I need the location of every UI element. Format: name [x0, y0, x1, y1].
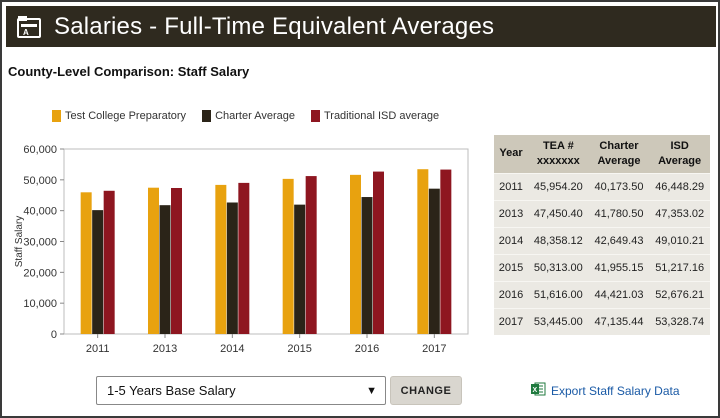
table-cell: 53,328.74	[649, 307, 710, 335]
bar-charter	[361, 197, 373, 334]
table-cell: 48,358.12	[528, 226, 589, 254]
table-cell: 47,450.40	[528, 199, 589, 227]
table-cell: 46,448.29	[649, 172, 710, 200]
page-header: A Salaries - Full-Time Equivalent Averag…	[6, 6, 716, 47]
table-cell: 2014	[494, 226, 528, 254]
bar-isd	[238, 182, 250, 334]
salary-type-select[interactable]: 1-5 Years Base Salary ▼	[96, 376, 386, 405]
x-tick-label: 2016	[355, 343, 379, 355]
table-cell: 51,616.00	[528, 280, 589, 308]
table-cell: 41,955.15	[588, 253, 650, 281]
col-header-year: Year	[494, 135, 528, 173]
bar-isd	[171, 187, 182, 334]
y-tick-label: 0	[51, 329, 57, 341]
table-cell: 45,954.20	[528, 172, 589, 200]
table-cell: 2017	[494, 307, 528, 335]
bar-isd	[440, 169, 452, 334]
export-link[interactable]: X Export Staff Salary Data	[530, 381, 680, 400]
table-cell: 47,353.02	[649, 199, 710, 227]
bar-test	[417, 169, 429, 334]
x-tick-label: 2014	[220, 343, 244, 355]
table-cell: 2011	[494, 172, 528, 200]
table-cell: 44,421.03	[588, 280, 650, 308]
table-cell: 40,173.50	[588, 172, 650, 200]
dropdown-arrow-icon[interactable]: ▼	[366, 384, 377, 397]
y-tick-label: 30,000	[23, 237, 57, 249]
legend-item-isd[interactable]: Traditional ISD average	[310, 110, 440, 122]
legend-label-test: Test College Preparatory	[65, 110, 187, 122]
table-cell: 53,445.00	[528, 307, 589, 335]
table-cell: 49,010.21	[649, 226, 710, 254]
report-icon: A	[16, 14, 42, 40]
chart-legend: Test College Preparatory Charter Average…	[52, 110, 455, 122]
excel-icon: X	[530, 381, 546, 400]
x-tick-label: 2011	[86, 343, 110, 355]
table-cell: 50,313.00	[528, 253, 589, 281]
table-cell: 42,649.43	[588, 226, 650, 254]
salary-table: Year TEA # xxxxxxx Charter Average ISD Aver…	[494, 135, 710, 335]
legend-label-isd: Traditional ISD average	[323, 110, 440, 122]
col-header-tea: TEA # xxxxxxx	[528, 135, 589, 173]
table-cell: 47,135.44	[588, 307, 650, 335]
table-row: 2013 47,450.40 41,780.50 47,353.02	[494, 199, 710, 227]
table-cell: 2016	[494, 280, 528, 308]
change-button[interactable]: CHANGE	[390, 376, 462, 405]
bar-charter	[294, 204, 306, 334]
bar-test	[148, 187, 159, 334]
x-tick-label: 2013	[153, 343, 177, 355]
legend-swatch-charter	[202, 110, 212, 122]
table-cell: 51,217.16	[649, 253, 710, 281]
select-value: 1-5 Years Base Salary	[107, 383, 236, 398]
legend-label-charter: Charter Average	[215, 110, 295, 122]
svg-text:X: X	[533, 387, 538, 394]
y-tick-label: 50,000	[23, 175, 57, 187]
bar-charter	[428, 188, 440, 334]
export-label: Export Staff Salary Data	[551, 383, 680, 398]
svg-text:A: A	[23, 28, 29, 37]
table-cell: 2015	[494, 253, 528, 281]
col-header-isd: ISD Average	[649, 135, 710, 173]
y-tick-label: 60,000	[23, 144, 57, 156]
y-tick-label: 20,000	[23, 267, 57, 279]
legend-item-test[interactable]: Test College Preparatory	[52, 110, 186, 122]
legend-item-charter[interactable]: Charter Average	[202, 110, 295, 122]
legend-swatch-isd	[310, 110, 320, 122]
table-cell: 2013	[494, 199, 528, 227]
table-row: 2016 51,616.00 44,421.03 52,676.21	[494, 280, 710, 308]
bar-isd	[305, 176, 317, 334]
section-subtitle: County-Level Comparison: Staff Salary	[8, 64, 250, 79]
bar-isd	[103, 190, 115, 334]
bar-test	[350, 174, 361, 334]
table-row: 2014 48,358.12 42,649.43 49,010.21	[494, 226, 710, 254]
bar-test	[282, 178, 294, 334]
table-header-row: Year TEA # xxxxxxx Charter Average ISD Aver…	[494, 135, 710, 173]
legend-swatch-test	[52, 110, 61, 122]
plot-frame	[63, 148, 469, 335]
controls-bar: 1-5 Years Base Salary ▼ CHANGE	[96, 376, 462, 405]
page-title: Salaries - Full-Time Equivalent Averages	[54, 12, 495, 40]
col-header-charter: Charter Average	[588, 135, 650, 173]
bar-test	[215, 184, 227, 334]
y-tick-label: 10,000	[23, 298, 57, 310]
table-row: 2017 53,445.00 47,135.44 53,328.74	[494, 307, 710, 335]
bar-charter	[92, 210, 104, 334]
table-row: 2015 50,313.00 41,955.15 51,217.16	[494, 253, 710, 281]
x-tick-label: 2015	[287, 343, 311, 355]
bar-charter	[159, 205, 171, 334]
bar-isd	[373, 171, 384, 334]
y-tick-label: 40,000	[23, 206, 57, 218]
y-axis-label: Staff Salary	[14, 216, 25, 268]
table-cell: 41,780.50	[588, 199, 650, 227]
table-cell: 52,676.21	[649, 280, 710, 308]
bar-charter	[226, 202, 238, 334]
bar-test	[80, 192, 92, 334]
bar-chart: 0 10,000 20,000 30,000 40,000 50,000 60,000 Sta…	[14, 144, 469, 355]
x-tick-label: 2017	[422, 343, 446, 355]
table-row: 2011 45,954.20 40,173.50 46,448.29	[494, 172, 710, 200]
